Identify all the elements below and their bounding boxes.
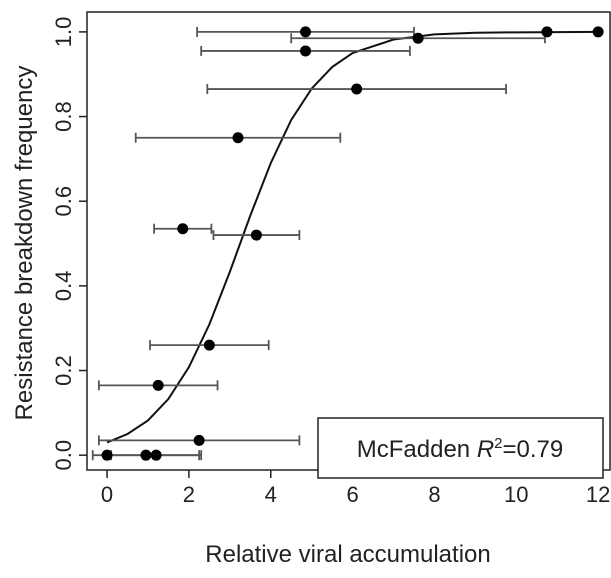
y-tick-label: 0.0 (51, 440, 76, 471)
x-tick-label: 6 (346, 482, 358, 507)
annotation-suffix: =0.79 (503, 436, 564, 463)
y-tick-label: 0.2 (51, 355, 76, 386)
point (412, 32, 424, 44)
point (592, 26, 604, 38)
point (351, 83, 363, 95)
point (193, 434, 205, 446)
annotation-symbol: R (477, 436, 494, 463)
point (250, 229, 262, 241)
point (177, 223, 189, 235)
annotation-box (317, 417, 604, 479)
point (101, 449, 113, 461)
x-tick-label: 8 (428, 482, 440, 507)
y-tick-label: 0.4 (51, 271, 76, 302)
x-tick-label: 4 (265, 482, 277, 507)
point (232, 132, 244, 144)
x-tick-label: 0 (101, 482, 113, 507)
y-tick-label: 0.6 (51, 186, 76, 217)
point (203, 339, 215, 351)
annotation: McFadden R2=0.79 (357, 435, 563, 463)
point (300, 26, 312, 38)
point (541, 26, 553, 38)
point (152, 379, 164, 391)
y-tick-label: 0.8 (51, 101, 76, 132)
x-tick-label: 10 (504, 482, 528, 507)
annotation-superscript: 2 (494, 435, 502, 452)
annotation-prefix: McFadden (357, 436, 477, 463)
point (140, 449, 152, 461)
fit-curve (106, 30, 599, 444)
x-axis-label: Relative viral accumulation (205, 541, 490, 568)
x-tick-label: 2 (183, 482, 195, 507)
y-axis-label: Resistance breakdown frequency (11, 66, 38, 421)
point (300, 45, 312, 57)
y-tick-label: 1.0 (51, 17, 76, 48)
x-tick-label: 12 (586, 482, 610, 507)
point (150, 449, 162, 461)
